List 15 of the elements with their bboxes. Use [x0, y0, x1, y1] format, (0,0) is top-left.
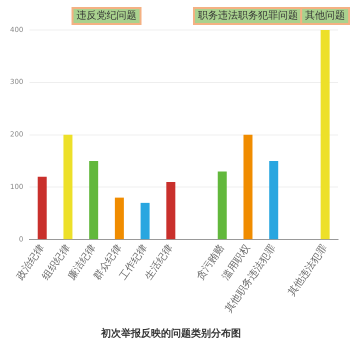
bar: [320, 30, 330, 240]
text: 违反党纪问题: [76, 10, 137, 22]
text: 职务违法职务犯罪问题: [198, 10, 298, 22]
text: 初次举报反映的问题类别分布图: [100, 328, 241, 340]
bar: [140, 202, 150, 240]
x-tick-label: 其他违法犯罪: [285, 242, 330, 298]
bar: [218, 171, 227, 240]
bar: [243, 134, 252, 240]
text: 其他问题: [305, 10, 346, 22]
bar: [269, 160, 278, 240]
bar: [89, 160, 98, 240]
bar: [166, 182, 176, 240]
bar: [114, 198, 124, 240]
bar: [63, 134, 72, 240]
bar: [38, 176, 47, 240]
